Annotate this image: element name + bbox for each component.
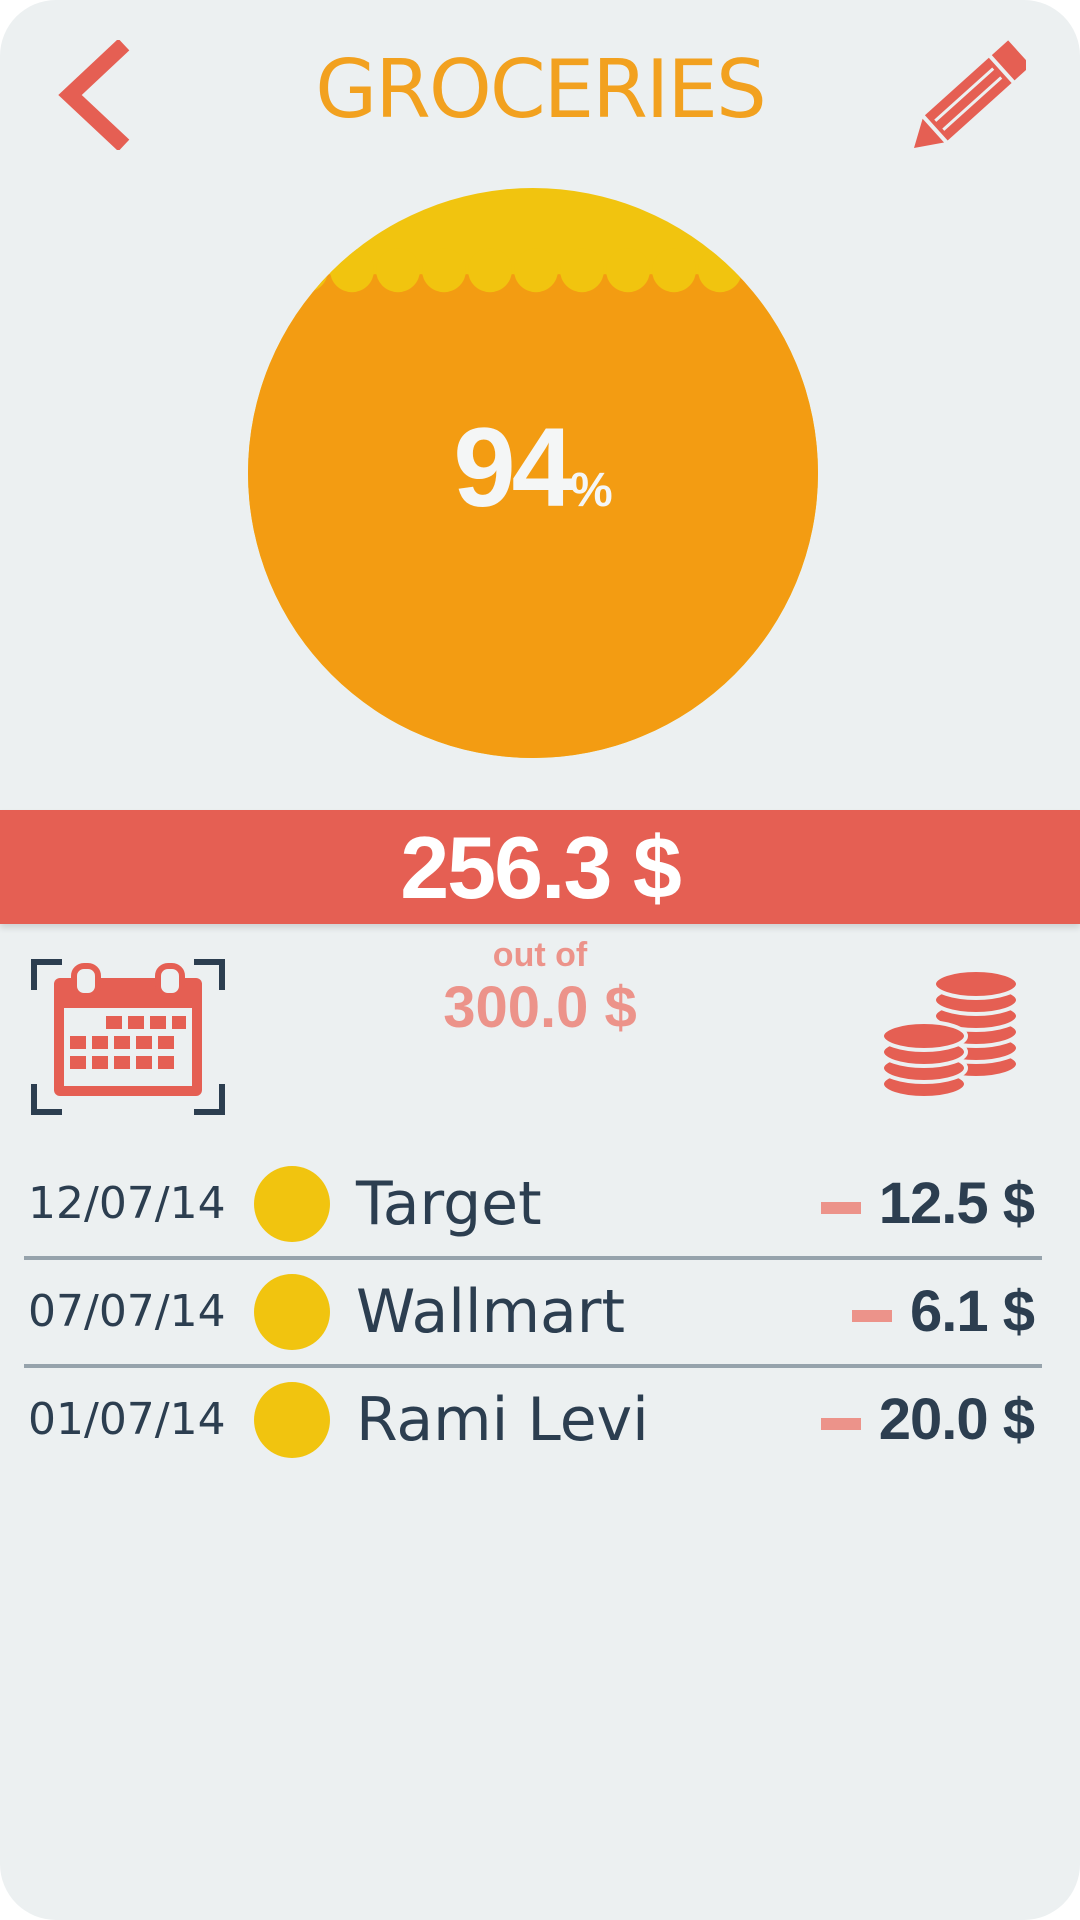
transaction-date: 12/07/14 xyxy=(28,1178,226,1229)
gauge-wave-scallop xyxy=(330,248,374,293)
transaction-amount-wrap: 6.1 $ xyxy=(852,1258,1035,1366)
gauge-wave-scallop xyxy=(790,248,818,293)
transaction-row[interactable]: 07/07/14 Wallmart 6.1 $ xyxy=(0,1258,1080,1368)
transaction-merchant: Wallmart xyxy=(356,1277,626,1347)
category-dot xyxy=(254,1274,330,1350)
transaction-row[interactable]: 12/07/14 Target 12.5 $ xyxy=(0,1150,1080,1260)
gauge-wave-scallop xyxy=(652,248,696,293)
transaction-row[interactable]: 01/07/14 Rami Levi 20.0 $ xyxy=(0,1366,1080,1474)
transaction-merchant: Rami Levi xyxy=(356,1385,649,1455)
gauge-wave-scallop xyxy=(422,248,466,293)
transaction-amount: 6.1 $ xyxy=(910,1279,1035,1344)
calendar-button[interactable] xyxy=(30,958,226,1116)
gauge-wave-scallop xyxy=(560,248,604,293)
gauge-wave-scallop xyxy=(248,248,282,293)
gauge-percent-value: 94 xyxy=(453,405,574,530)
minus-icon xyxy=(820,1201,861,1214)
gauge-fill xyxy=(248,274,818,758)
transaction-list: 12/07/14 Target 12.5 $ 07/07/14 Wallmart… xyxy=(0,1150,1080,1474)
transaction-date: 07/07/14 xyxy=(28,1286,226,1337)
edit-button[interactable] xyxy=(908,40,1031,152)
budget-gauge: 94% xyxy=(248,188,818,758)
gauge-percent-unit: % xyxy=(569,464,613,517)
gauge-wave-scallop xyxy=(468,248,512,293)
category-dot xyxy=(254,1166,330,1242)
row-divider xyxy=(24,1256,1042,1260)
spent-amount: 256.3 $ xyxy=(400,818,682,917)
gauge-wave-scallop xyxy=(698,248,742,293)
pencil-icon xyxy=(914,40,1031,148)
transaction-date: 01/07/14 xyxy=(28,1394,226,1445)
back-button[interactable] xyxy=(50,38,140,152)
gauge-wave-scallop xyxy=(606,248,650,293)
budget-total: 300.0 $ xyxy=(443,975,637,1040)
out-of-label: out of xyxy=(492,936,588,974)
minus-icon xyxy=(852,1309,892,1322)
gauge-wave-scallop xyxy=(744,248,788,293)
gauge-wave-scallop xyxy=(284,248,328,293)
transaction-amount-wrap: 20.0 $ xyxy=(820,1366,1035,1474)
spent-amount-banner: 256.3 $ xyxy=(0,810,1080,924)
transaction-amount: 20.0 $ xyxy=(878,1387,1035,1452)
calendar-icon xyxy=(31,959,225,1115)
page-title: GROCERIES xyxy=(315,43,766,136)
chevron-left-icon xyxy=(58,38,130,152)
gauge-wave-scallop xyxy=(514,248,558,293)
transaction-amount: 12.5 $ xyxy=(878,1171,1035,1236)
transaction-amount-wrap: 12.5 $ xyxy=(820,1150,1035,1258)
coins-icon xyxy=(880,960,1020,1100)
row-divider xyxy=(24,1364,1042,1368)
transaction-merchant: Target xyxy=(356,1169,542,1239)
gauge-wave-scallop xyxy=(376,248,420,293)
minus-icon xyxy=(820,1417,861,1430)
category-dot xyxy=(254,1382,330,1458)
gauge-percent-label: 94% xyxy=(248,408,818,562)
